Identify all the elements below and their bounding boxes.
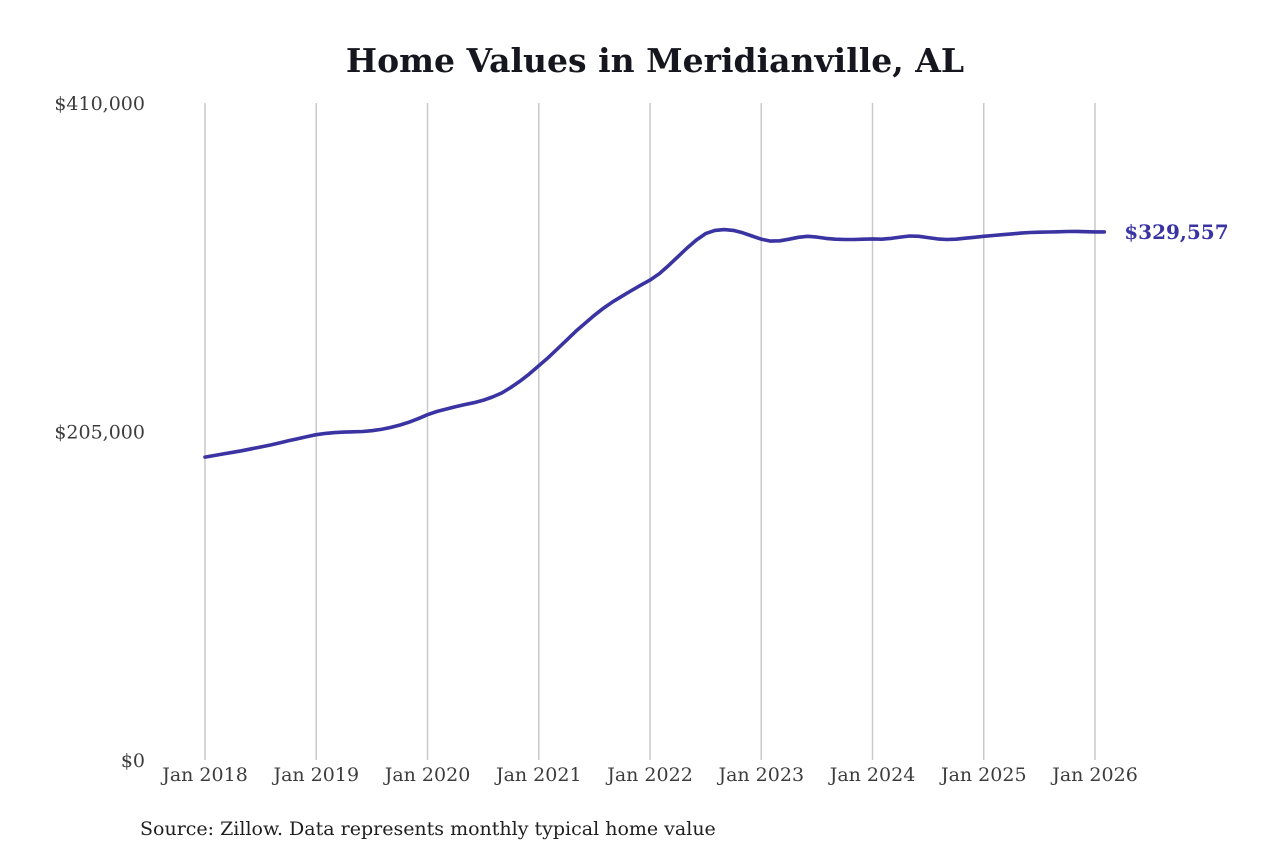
end-value-label: $329,557 (1124, 220, 1228, 244)
y-tick-label: $0 (121, 750, 145, 772)
chart-title: Home Values in Meridianville, AL (346, 41, 964, 80)
x-tick-label: Jan 2019 (271, 764, 359, 786)
vertical-gridlines (204, 103, 1096, 760)
y-tick-label: $205,000 (54, 422, 145, 444)
source-note: Source: Zillow. Data represents monthly … (140, 818, 716, 840)
x-tick-label: Jan 2025 (939, 764, 1027, 786)
x-tick-label: Jan 2026 (1050, 764, 1138, 786)
x-tick-label: Jan 2023 (716, 764, 804, 786)
home-value-line-series (203, 227, 1107, 459)
x-tick-label: Jan 2024 (828, 764, 916, 786)
y-tick-label: $410,000 (54, 93, 145, 115)
x-tick-label: Jan 2022 (605, 764, 693, 786)
y-axis-labels: $0 $205,000 $410,000 (54, 93, 145, 772)
x-tick-label: Jan 2018 (160, 764, 248, 786)
x-tick-label: Jan 2020 (383, 764, 471, 786)
x-axis-labels: Jan 2018 Jan 2019 Jan 2020 Jan 2021 Jan 2022… (160, 764, 1138, 786)
x-tick-label: Jan 2021 (494, 764, 582, 786)
